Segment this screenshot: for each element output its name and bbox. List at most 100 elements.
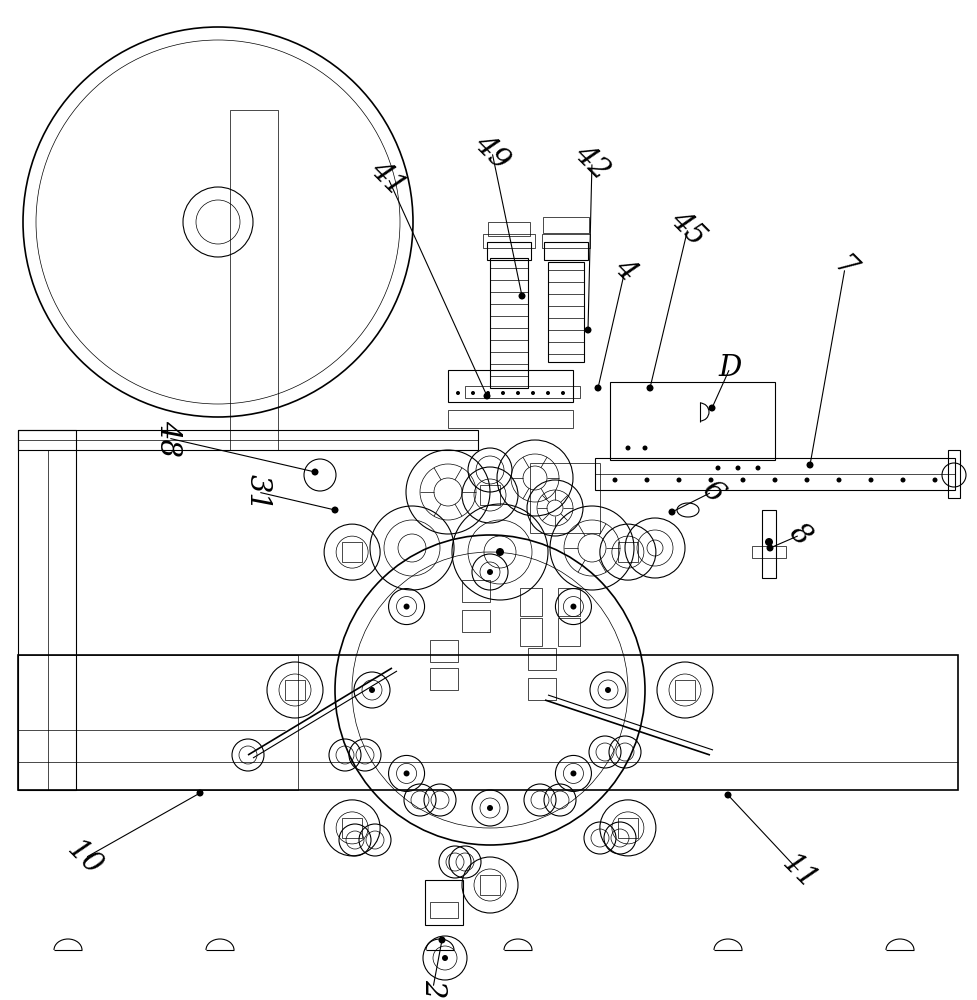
Bar xyxy=(542,217,588,233)
Circle shape xyxy=(487,805,492,811)
Circle shape xyxy=(835,478,840,483)
Text: 45: 45 xyxy=(664,205,710,251)
Circle shape xyxy=(594,384,601,391)
Bar xyxy=(425,880,462,925)
Bar xyxy=(342,542,361,562)
Circle shape xyxy=(612,478,616,483)
Bar xyxy=(528,678,556,700)
Circle shape xyxy=(900,478,905,483)
Circle shape xyxy=(646,384,653,391)
Bar xyxy=(617,818,637,838)
Bar xyxy=(594,458,954,490)
Bar xyxy=(751,546,786,558)
Circle shape xyxy=(605,687,611,693)
Text: 6: 6 xyxy=(695,476,728,508)
Circle shape xyxy=(368,687,374,693)
Circle shape xyxy=(487,569,492,575)
Bar xyxy=(284,680,305,700)
Bar xyxy=(430,668,457,690)
Bar xyxy=(543,242,587,260)
Text: 41: 41 xyxy=(364,155,410,201)
Circle shape xyxy=(438,936,446,944)
Text: D: D xyxy=(717,354,741,382)
Text: 4: 4 xyxy=(608,254,641,286)
Circle shape xyxy=(764,538,772,546)
Bar xyxy=(342,818,361,838)
Circle shape xyxy=(740,478,744,483)
Circle shape xyxy=(754,466,760,471)
Bar xyxy=(520,618,541,646)
Circle shape xyxy=(868,478,872,483)
Bar xyxy=(430,902,457,918)
Circle shape xyxy=(931,478,937,483)
Bar xyxy=(558,618,579,646)
Bar xyxy=(480,875,499,895)
Circle shape xyxy=(724,792,731,798)
Bar xyxy=(461,610,489,632)
Bar xyxy=(761,510,775,578)
Text: 49: 49 xyxy=(469,129,515,175)
Circle shape xyxy=(196,790,203,796)
Bar xyxy=(489,258,528,388)
Circle shape xyxy=(500,391,504,395)
Bar xyxy=(541,234,589,248)
Text: 2: 2 xyxy=(418,979,446,997)
Circle shape xyxy=(531,391,534,395)
Circle shape xyxy=(442,955,447,961)
Bar xyxy=(547,262,583,362)
Bar xyxy=(18,655,957,790)
Bar xyxy=(447,410,573,428)
Bar xyxy=(610,382,774,460)
Circle shape xyxy=(495,548,503,556)
Bar xyxy=(18,430,76,790)
Circle shape xyxy=(331,506,338,514)
Circle shape xyxy=(486,391,489,395)
Bar xyxy=(480,485,499,505)
Circle shape xyxy=(642,446,647,450)
Bar xyxy=(483,234,534,248)
Bar xyxy=(947,450,959,498)
Text: 7: 7 xyxy=(828,252,861,284)
Circle shape xyxy=(806,462,813,468)
Text: 11: 11 xyxy=(776,849,822,895)
Circle shape xyxy=(518,292,525,300)
Circle shape xyxy=(766,544,773,552)
Bar xyxy=(674,680,695,700)
Circle shape xyxy=(644,478,649,483)
Circle shape xyxy=(545,391,549,395)
Circle shape xyxy=(312,468,319,476)
Circle shape xyxy=(471,391,475,395)
Text: 10: 10 xyxy=(62,835,107,881)
Circle shape xyxy=(707,404,715,412)
Circle shape xyxy=(570,604,575,610)
Circle shape xyxy=(584,326,591,334)
Circle shape xyxy=(404,604,409,610)
Circle shape xyxy=(570,770,575,776)
Circle shape xyxy=(772,478,777,483)
Text: 8: 8 xyxy=(783,519,816,551)
Bar xyxy=(488,222,530,236)
Bar xyxy=(520,588,541,616)
Bar xyxy=(558,588,579,616)
Circle shape xyxy=(561,391,565,395)
Bar xyxy=(487,242,531,260)
Circle shape xyxy=(715,466,720,471)
Circle shape xyxy=(668,508,675,516)
Text: 42: 42 xyxy=(569,139,615,185)
Bar xyxy=(528,648,556,670)
Text: 48: 48 xyxy=(153,420,182,456)
Bar xyxy=(230,110,277,450)
Bar xyxy=(18,655,298,790)
Circle shape xyxy=(455,391,459,395)
Bar xyxy=(464,386,579,398)
Bar xyxy=(447,370,573,402)
Circle shape xyxy=(735,466,740,471)
Bar xyxy=(461,580,489,602)
Circle shape xyxy=(483,392,490,399)
Circle shape xyxy=(676,478,681,483)
Circle shape xyxy=(404,770,409,776)
Bar xyxy=(430,640,457,662)
Bar xyxy=(18,430,478,450)
Circle shape xyxy=(707,478,713,483)
Circle shape xyxy=(516,391,520,395)
